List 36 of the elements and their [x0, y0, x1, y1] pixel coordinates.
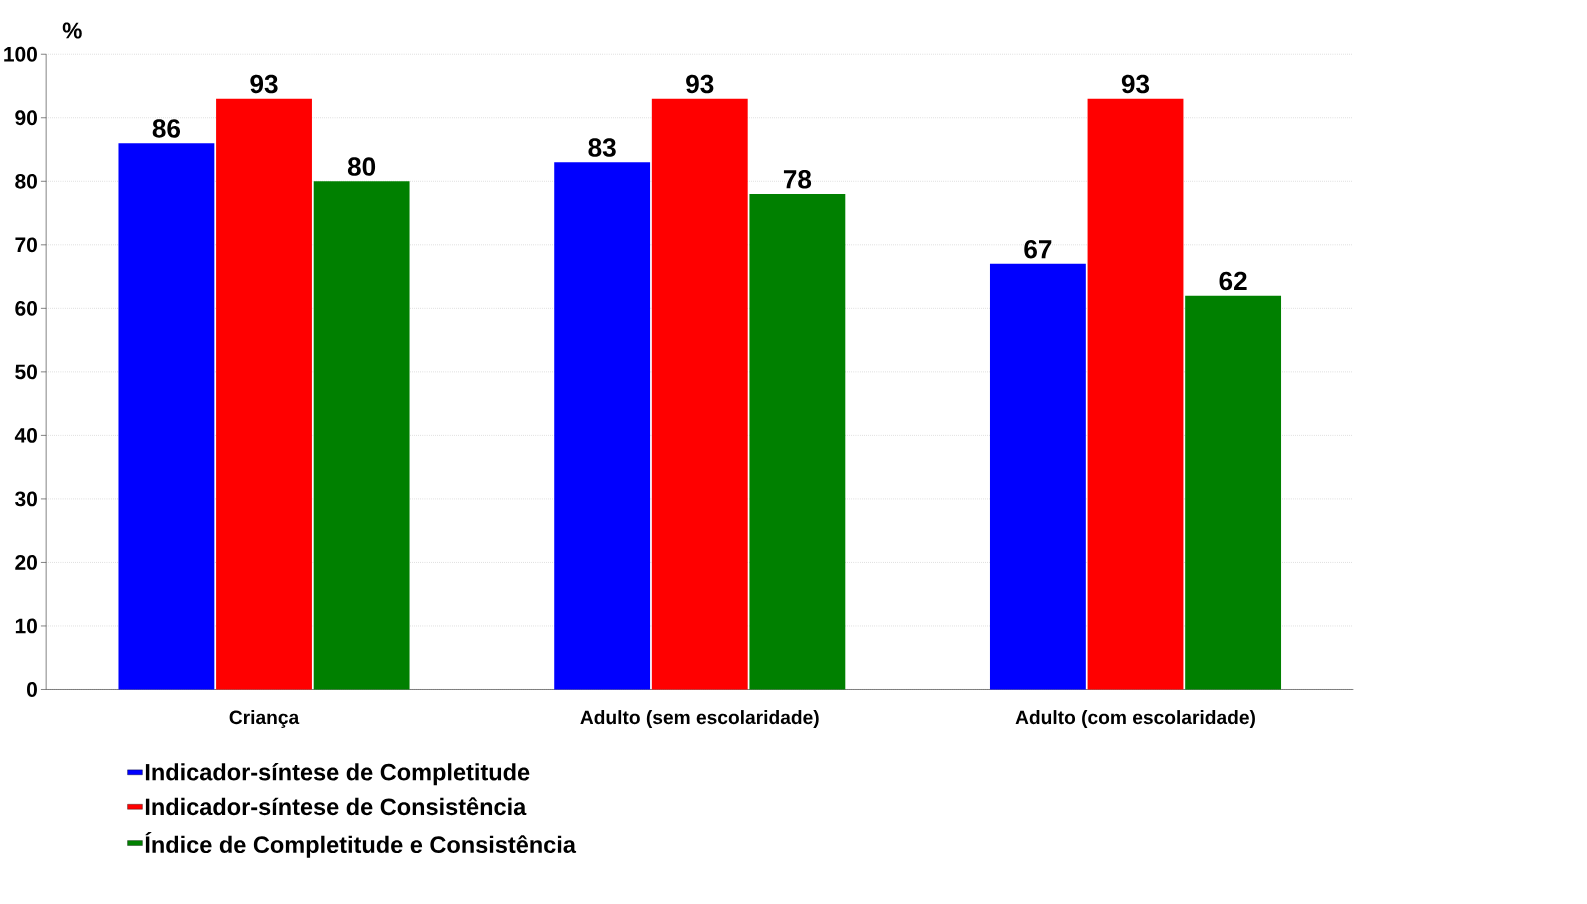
- y-tick-label: 60: [15, 301, 37, 316]
- data-label: 62: [1219, 271, 1247, 291]
- y-tick-label: 0: [27, 682, 37, 697]
- bar: [554, 162, 651, 690]
- y-tick-label: 50: [15, 364, 37, 380]
- bar: [749, 194, 846, 690]
- bar: [651, 98, 748, 690]
- y-axis-title: %: [62, 22, 82, 39]
- data-label: 86: [152, 119, 181, 138]
- y-tick-label: 100: [4, 46, 37, 62]
- bar: [313, 181, 410, 690]
- y-tick-label: 10: [15, 618, 37, 634]
- y-tick-label: 30: [15, 491, 37, 507]
- legend-label: Indicador-síntese de Completitude: [145, 763, 530, 786]
- y-tick-label: 80: [15, 173, 37, 189]
- data-label: 67: [1024, 239, 1052, 259]
- y-tick-label: 70: [15, 237, 37, 253]
- y-tick-label: 20: [15, 555, 37, 570]
- data-label: 78: [783, 170, 812, 189]
- data-label: 80: [347, 157, 376, 176]
- bar: [1087, 98, 1184, 690]
- y-tick-label: 40: [14, 428, 37, 443]
- bar: [118, 143, 215, 690]
- x-tick-label: Adulto (com escolaridade): [1015, 710, 1255, 728]
- data-label: 93: [250, 74, 278, 94]
- legend-label: Índice de Completitude e Consistência: [145, 832, 577, 858]
- x-tick-label: Criança: [229, 710, 300, 728]
- data-label: 93: [686, 74, 714, 94]
- bar: [216, 98, 312, 690]
- bar: [1185, 295, 1282, 690]
- data-label: 93: [1121, 74, 1150, 94]
- legend-label: Indicador-síntese de Consistência: [145, 797, 527, 816]
- y-tick-label: 90: [15, 110, 37, 126]
- bar: [989, 263, 1086, 690]
- x-tick-label: Adulto (sem escolaridade): [580, 710, 819, 728]
- data-label: 83: [588, 138, 616, 157]
